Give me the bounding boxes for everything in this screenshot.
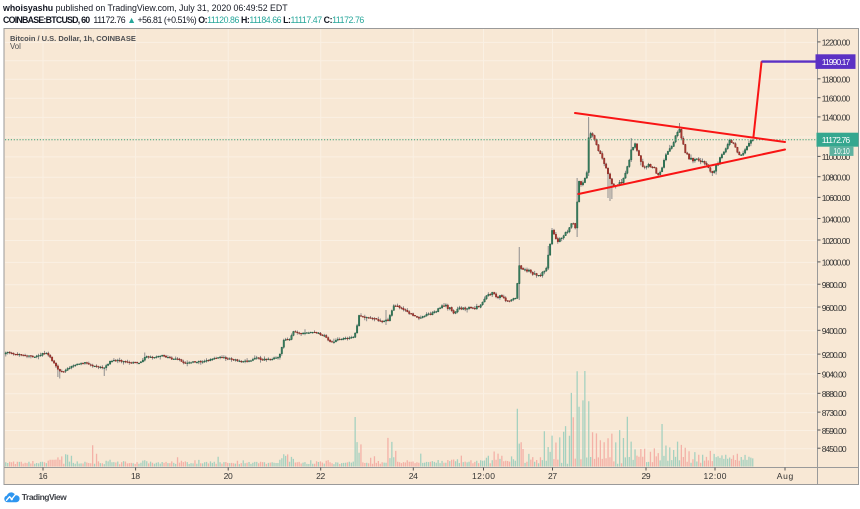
- svg-text:8880.00: 8880.00: [822, 389, 847, 399]
- svg-text:11800.00: 11800.00: [822, 75, 851, 85]
- svg-text:11000.00: 11000.00: [822, 152, 851, 162]
- svg-text:12200.00: 12200.00: [822, 38, 851, 48]
- svg-text:8450.00: 8450.00: [822, 444, 847, 454]
- svg-text:10800.00: 10800.00: [822, 173, 851, 183]
- svg-text:10600.00: 10600.00: [822, 193, 851, 203]
- svg-text:11600.00: 11600.00: [822, 94, 851, 104]
- svg-text:12:00: 12:00: [472, 471, 495, 481]
- svg-text:9600.00: 9600.00: [822, 303, 847, 313]
- svg-text:10000.00: 10000.00: [822, 258, 851, 268]
- svg-text:18: 18: [131, 471, 140, 481]
- svg-text:8730.00: 8730.00: [822, 408, 847, 418]
- svg-text:10200.00: 10200.00: [822, 236, 851, 246]
- svg-text:22: 22: [316, 471, 325, 481]
- svg-text:24: 24: [409, 471, 418, 481]
- svg-text:11400.00: 11400.00: [822, 113, 851, 123]
- svg-text:9040.00: 9040.00: [822, 369, 847, 379]
- svg-text:Aug: Aug: [777, 471, 794, 481]
- svg-text:11172.76: 11172.76: [822, 135, 851, 145]
- svg-text:10:10: 10:10: [834, 146, 850, 156]
- svg-text:9800.00: 9800.00: [822, 280, 847, 290]
- svg-text:27: 27: [548, 471, 557, 481]
- svg-text:20: 20: [224, 471, 233, 481]
- svg-text:12:00: 12:00: [704, 471, 727, 481]
- svg-text:11990.17: 11990.17: [822, 57, 851, 67]
- svg-text:16: 16: [38, 471, 47, 481]
- svg-text:10400.00: 10400.00: [822, 214, 851, 224]
- svg-text:9400.00: 9400.00: [822, 326, 847, 336]
- svg-text:29: 29: [641, 471, 650, 481]
- svg-text:8590.00: 8590.00: [822, 426, 847, 436]
- svg-text:9200.00: 9200.00: [822, 350, 847, 360]
